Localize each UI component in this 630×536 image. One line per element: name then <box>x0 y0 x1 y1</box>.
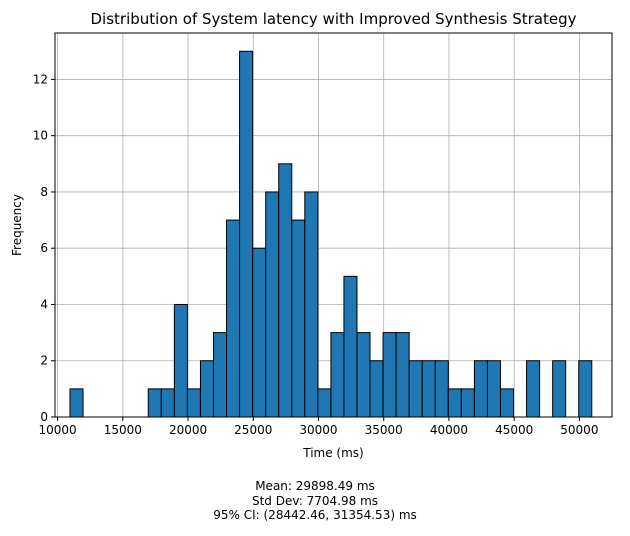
histogram-bar <box>408 360 423 418</box>
plot-frame <box>54 32 613 418</box>
x-tick-label: 20000 <box>169 423 207 437</box>
x-axis-label: Time (ms) <box>302 446 364 460</box>
histogram-bar <box>395 332 410 418</box>
histogram-bar <box>69 388 84 418</box>
histogram-bar <box>330 332 345 418</box>
x-tick-label: 30000 <box>299 423 337 437</box>
histogram-bar <box>526 360 541 418</box>
histogram-bar <box>186 388 201 418</box>
histogram-bar <box>343 275 358 418</box>
histogram-bar <box>447 388 462 418</box>
histogram-bar <box>434 360 449 418</box>
histogram-bar <box>199 360 214 418</box>
histogram-bar <box>239 50 254 418</box>
histogram-bar <box>265 191 280 418</box>
histogram-bar <box>486 360 501 418</box>
y-tick-label: 12 <box>33 72 48 86</box>
x-tick-label: 50000 <box>560 423 598 437</box>
bars <box>69 50 593 418</box>
stats-block: Mean: 29898.49 ms Std Dev: 7704.98 ms 95… <box>0 479 630 523</box>
histogram-bar <box>226 219 241 418</box>
ticks: 10000 15000 20000 25000 30000 35000 40000 45000… <box>33 72 599 437</box>
y-axis-label: Frequency <box>10 194 24 256</box>
histogram-bar <box>160 388 175 418</box>
histogram-bar <box>317 388 332 418</box>
histogram-bar <box>304 191 319 418</box>
histogram-bar <box>499 388 515 418</box>
histogram-bar <box>278 163 293 418</box>
histogram-bar <box>460 388 475 418</box>
histogram-bar <box>369 360 384 418</box>
x-tick-label: 35000 <box>365 423 403 437</box>
x-tick-label: 15000 <box>104 423 142 437</box>
histogram-bar <box>578 360 593 418</box>
histogram-bar <box>552 360 567 418</box>
std-dev-text: Std Dev: 7704.98 ms <box>251 493 379 508</box>
histogram-bar <box>382 332 397 418</box>
histogram-bar <box>356 332 371 418</box>
y-tick-label: 8 <box>40 185 48 199</box>
histogram-bar <box>147 388 162 418</box>
y-tick-label: 10 <box>33 129 48 143</box>
histogram-bar <box>421 360 436 418</box>
y-tick-label: 4 <box>40 297 48 311</box>
histogram-bar <box>291 219 306 418</box>
histogram-bar <box>252 247 267 418</box>
chart-title: Distribution of System latency with Impr… <box>91 10 577 28</box>
y-tick-label: 2 <box>40 354 48 368</box>
grid <box>55 33 612 418</box>
x-tick-label: 40000 <box>430 423 468 437</box>
y-tick-label: 6 <box>40 241 48 255</box>
y-tick-label: 0 <box>40 410 48 424</box>
ci-text: 95% CI: (28442.46, 31354.53) ms <box>213 508 417 522</box>
histogram-bar <box>173 303 188 418</box>
x-tick-label: 45000 <box>495 423 533 437</box>
x-tick-label: 25000 <box>234 423 272 437</box>
histogram-bar <box>473 360 488 418</box>
mean-text: Mean: 29898.49 ms <box>255 479 375 493</box>
histogram-bar <box>212 332 228 418</box>
x-tick-label: 10000 <box>39 423 77 437</box>
